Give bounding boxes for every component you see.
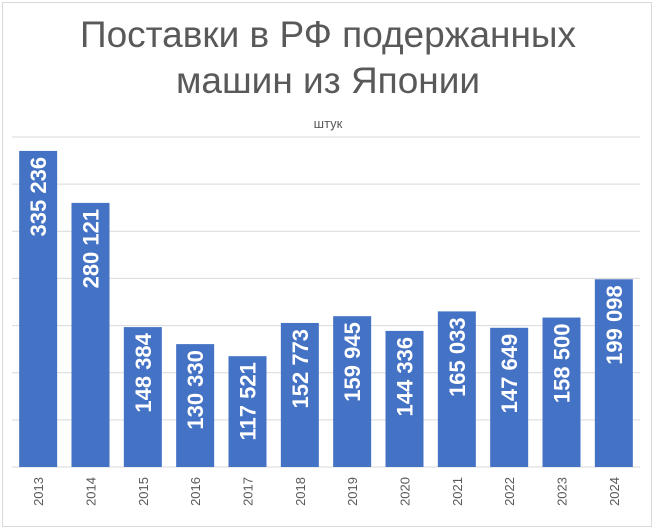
bar-2022 <box>490 327 529 467</box>
x-tick-label: 2020 <box>398 477 413 506</box>
x-tick-label: 2019 <box>345 477 360 506</box>
data-label: 148 384 <box>131 332 156 412</box>
data-label: 117 521 <box>236 362 261 440</box>
x-tick-label: 2021 <box>450 477 465 506</box>
bar-2013 <box>19 150 58 467</box>
data-label: 152 773 <box>288 329 313 409</box>
bar-2016 <box>176 344 215 467</box>
bar-2017 <box>228 356 267 467</box>
bar-2014 <box>71 202 110 467</box>
data-label: 130 330 <box>183 350 208 430</box>
x-tick-label: 2014 <box>84 477 99 506</box>
bar-2019 <box>333 316 372 467</box>
data-label: 199 098 <box>602 285 627 365</box>
chart-subtitle: штук <box>313 116 343 131</box>
x-tick-label: 2023 <box>555 477 570 506</box>
x-tick-label: 2016 <box>188 477 203 506</box>
chart-title: Поставки в РФ подержанных машин из Япони… <box>0 12 656 104</box>
bar-2015 <box>123 327 162 467</box>
x-tick-label: 2015 <box>136 477 151 506</box>
data-label: 165 033 <box>445 317 470 397</box>
data-label: 280 121 <box>79 209 104 289</box>
bar-2024 <box>594 279 633 467</box>
x-tick-label: 2022 <box>502 477 517 506</box>
chart-title-line-1: Поставки в РФ подержанных <box>79 14 576 55</box>
x-tick-label: 2013 <box>31 477 46 506</box>
bar-2023 <box>542 317 581 467</box>
data-label: 144 336 <box>393 337 418 417</box>
data-label: 158 500 <box>550 324 575 404</box>
x-tick-label: 2017 <box>241 477 256 506</box>
bar-2021 <box>437 311 476 467</box>
data-label: 147 649 <box>497 334 522 414</box>
bar-2020 <box>385 330 424 467</box>
data-label: 335 236 <box>26 157 51 237</box>
data-label: 159 945 <box>340 322 365 402</box>
x-tick-label: 2024 <box>607 477 622 506</box>
chart-title-line-2: машин из Японии <box>175 60 481 101</box>
x-tick-label: 2018 <box>293 477 308 506</box>
bar-2018 <box>280 322 319 467</box>
